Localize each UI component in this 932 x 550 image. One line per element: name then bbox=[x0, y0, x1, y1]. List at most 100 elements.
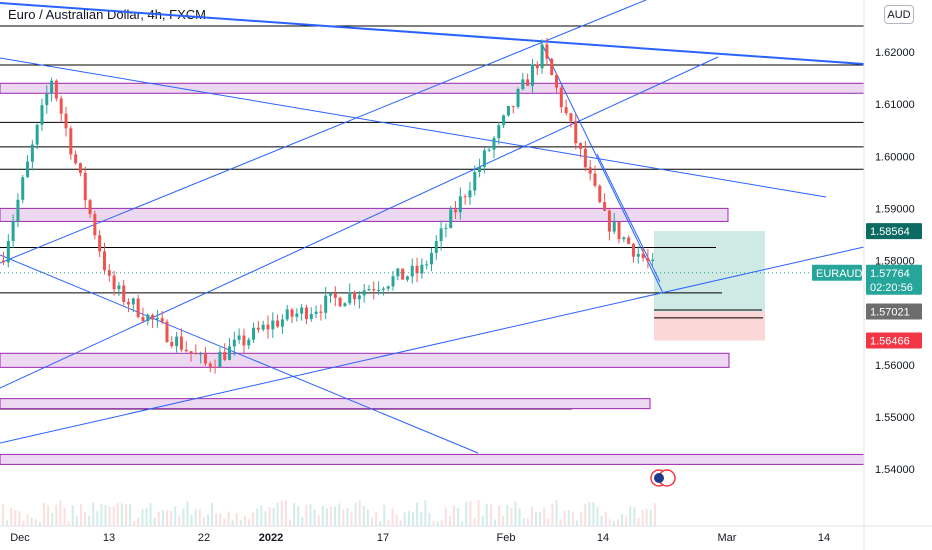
volume-bar bbox=[395, 515, 398, 526]
candle-body bbox=[74, 154, 78, 164]
candle bbox=[324, 287, 328, 320]
volume-bar bbox=[260, 505, 263, 526]
volume-bar bbox=[30, 517, 33, 526]
currency-button[interactable]: AUD bbox=[884, 5, 914, 24]
candle bbox=[26, 155, 30, 178]
volume-bar bbox=[14, 510, 17, 526]
candle-body bbox=[69, 128, 73, 155]
volume-bar bbox=[612, 520, 615, 526]
volume-bar bbox=[625, 516, 628, 526]
candle bbox=[314, 305, 318, 319]
candle-body bbox=[199, 353, 203, 355]
candle-body bbox=[131, 298, 135, 305]
volume-bar bbox=[375, 512, 378, 526]
candle-body bbox=[511, 105, 515, 107]
y-tick-label: 1.60000 bbox=[875, 151, 915, 163]
volume-bar bbox=[592, 502, 595, 526]
volume-bar bbox=[96, 511, 99, 526]
volume-bar bbox=[530, 506, 533, 526]
candle bbox=[439, 220, 443, 251]
candle bbox=[40, 98, 44, 131]
volume-bar bbox=[92, 502, 95, 526]
volume-bar bbox=[47, 505, 50, 526]
candle bbox=[487, 145, 491, 153]
volume-bar bbox=[547, 518, 550, 526]
candle-body bbox=[203, 353, 207, 364]
candle-body bbox=[425, 264, 429, 266]
volume-bar bbox=[407, 510, 410, 526]
candle bbox=[122, 279, 126, 306]
candle-body bbox=[444, 227, 448, 229]
candle bbox=[50, 77, 54, 102]
entry-price-tag: 1.57021 bbox=[866, 303, 922, 320]
volume-bar bbox=[276, 502, 279, 526]
candle-body bbox=[627, 237, 631, 244]
candle-body bbox=[271, 320, 275, 330]
candle-body bbox=[593, 173, 597, 186]
zone-rectangle bbox=[0, 207, 729, 222]
candle bbox=[35, 123, 39, 150]
volume-bar bbox=[653, 503, 656, 526]
candle bbox=[300, 304, 304, 321]
candle-body bbox=[280, 319, 284, 327]
volume-bar bbox=[354, 503, 357, 526]
candle bbox=[179, 328, 183, 352]
volume-bar bbox=[215, 513, 218, 526]
candle-body bbox=[598, 185, 602, 203]
volume-bar bbox=[309, 504, 312, 526]
volume-bar bbox=[84, 511, 86, 526]
volume-bar bbox=[436, 521, 439, 526]
trendline bbox=[0, 56, 719, 389]
volume-bar bbox=[51, 513, 54, 526]
profit-zone bbox=[654, 231, 765, 312]
candle-body bbox=[535, 64, 539, 69]
candle bbox=[295, 308, 299, 322]
candle bbox=[309, 307, 313, 322]
candle-body bbox=[516, 88, 520, 107]
volume-bar bbox=[202, 517, 205, 526]
volume-bar bbox=[141, 509, 144, 526]
candle bbox=[574, 113, 578, 150]
candle-body bbox=[526, 79, 530, 86]
volume-bar bbox=[223, 518, 226, 526]
candle bbox=[276, 314, 280, 328]
candle-body bbox=[463, 196, 467, 198]
candle bbox=[377, 281, 381, 296]
candle bbox=[266, 315, 270, 339]
candle bbox=[208, 361, 212, 373]
volume-bar bbox=[231, 519, 234, 526]
volume-bar bbox=[535, 511, 537, 526]
candle bbox=[213, 359, 217, 374]
candle-body bbox=[617, 221, 621, 240]
candle-body bbox=[252, 327, 256, 340]
volume-bar bbox=[448, 516, 451, 526]
candle-body bbox=[530, 64, 534, 86]
candle-body bbox=[261, 324, 265, 330]
candle bbox=[338, 296, 342, 308]
volume-bar bbox=[194, 509, 197, 526]
candle bbox=[521, 72, 525, 91]
candle bbox=[396, 267, 400, 281]
candle-body bbox=[458, 196, 462, 213]
volume-bar bbox=[617, 519, 619, 526]
candle bbox=[304, 304, 308, 325]
candle bbox=[319, 304, 323, 321]
volume-bar bbox=[38, 521, 41, 526]
candle bbox=[348, 283, 352, 306]
candle bbox=[223, 343, 227, 362]
candle-body bbox=[439, 228, 443, 242]
candle-body bbox=[45, 93, 49, 106]
volume-bar bbox=[88, 516, 91, 526]
candle bbox=[588, 159, 592, 181]
volume-bar bbox=[10, 507, 13, 526]
volume-bar bbox=[120, 503, 123, 526]
volume-bar bbox=[104, 505, 107, 526]
candle-body bbox=[160, 318, 164, 322]
volume-bar bbox=[489, 504, 492, 526]
candle-body bbox=[497, 125, 501, 139]
candle-body bbox=[26, 161, 30, 178]
candle bbox=[30, 140, 34, 171]
candle-body bbox=[429, 252, 433, 265]
